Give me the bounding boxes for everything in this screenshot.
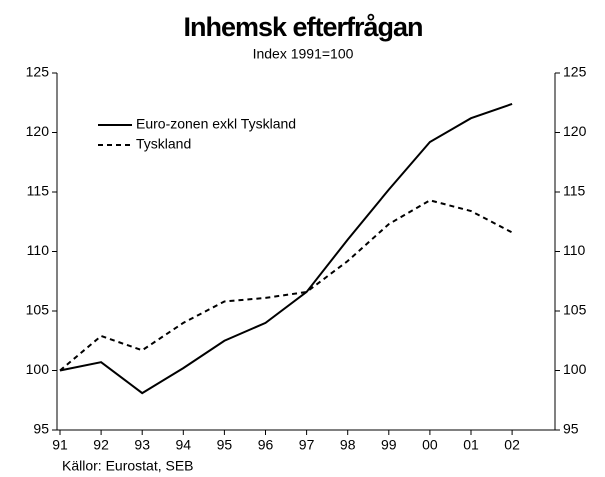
y-tick-label: 125 (26, 64, 50, 80)
x-tick-label: 96 (258, 437, 274, 453)
y-tick-label-right: 110 (563, 242, 586, 258)
y-tick-label: 120 (26, 123, 50, 139)
x-tick-label: 01 (463, 437, 479, 453)
y-tick-label: 95 (33, 421, 49, 437)
y-tick-label: 100 (26, 361, 50, 377)
legend-label: Euro-zonen exkl Tyskland (136, 116, 296, 132)
x-tick-label: 00 (422, 437, 438, 453)
y-tick-label-right: 125 (563, 64, 587, 80)
x-tick-label: 92 (93, 437, 109, 453)
x-tick-label: 91 (52, 437, 68, 453)
series-line (59, 102, 513, 395)
chart-subtitle: Index 1991=100 (253, 46, 354, 62)
x-tick-label: 93 (134, 437, 150, 453)
x-tick-label: 94 (176, 437, 192, 453)
series-line (59, 199, 513, 372)
x-tick-label: 95 (217, 437, 233, 453)
x-tick-label: 98 (340, 437, 356, 453)
y-tick-label-right: 120 (563, 123, 587, 139)
y-tick-label: 105 (26, 302, 50, 318)
y-tick-label: 110 (27, 242, 50, 258)
x-tick-label: 02 (504, 437, 520, 453)
y-tick-label-right: 105 (563, 302, 587, 318)
source-note: Källor: Eurostat, SEB (62, 458, 194, 474)
x-tick-label: 97 (299, 437, 315, 453)
legend-label: Tyskland (136, 136, 191, 152)
y-tick-label-right: 115 (563, 183, 586, 199)
chart-title: Inhemsk efterfrågan (183, 12, 422, 42)
y-tick-label-right: 100 (563, 361, 587, 377)
y-tick-label-right: 95 (563, 421, 579, 437)
x-tick-label: 99 (381, 437, 397, 453)
y-tick-label: 115 (27, 183, 50, 199)
